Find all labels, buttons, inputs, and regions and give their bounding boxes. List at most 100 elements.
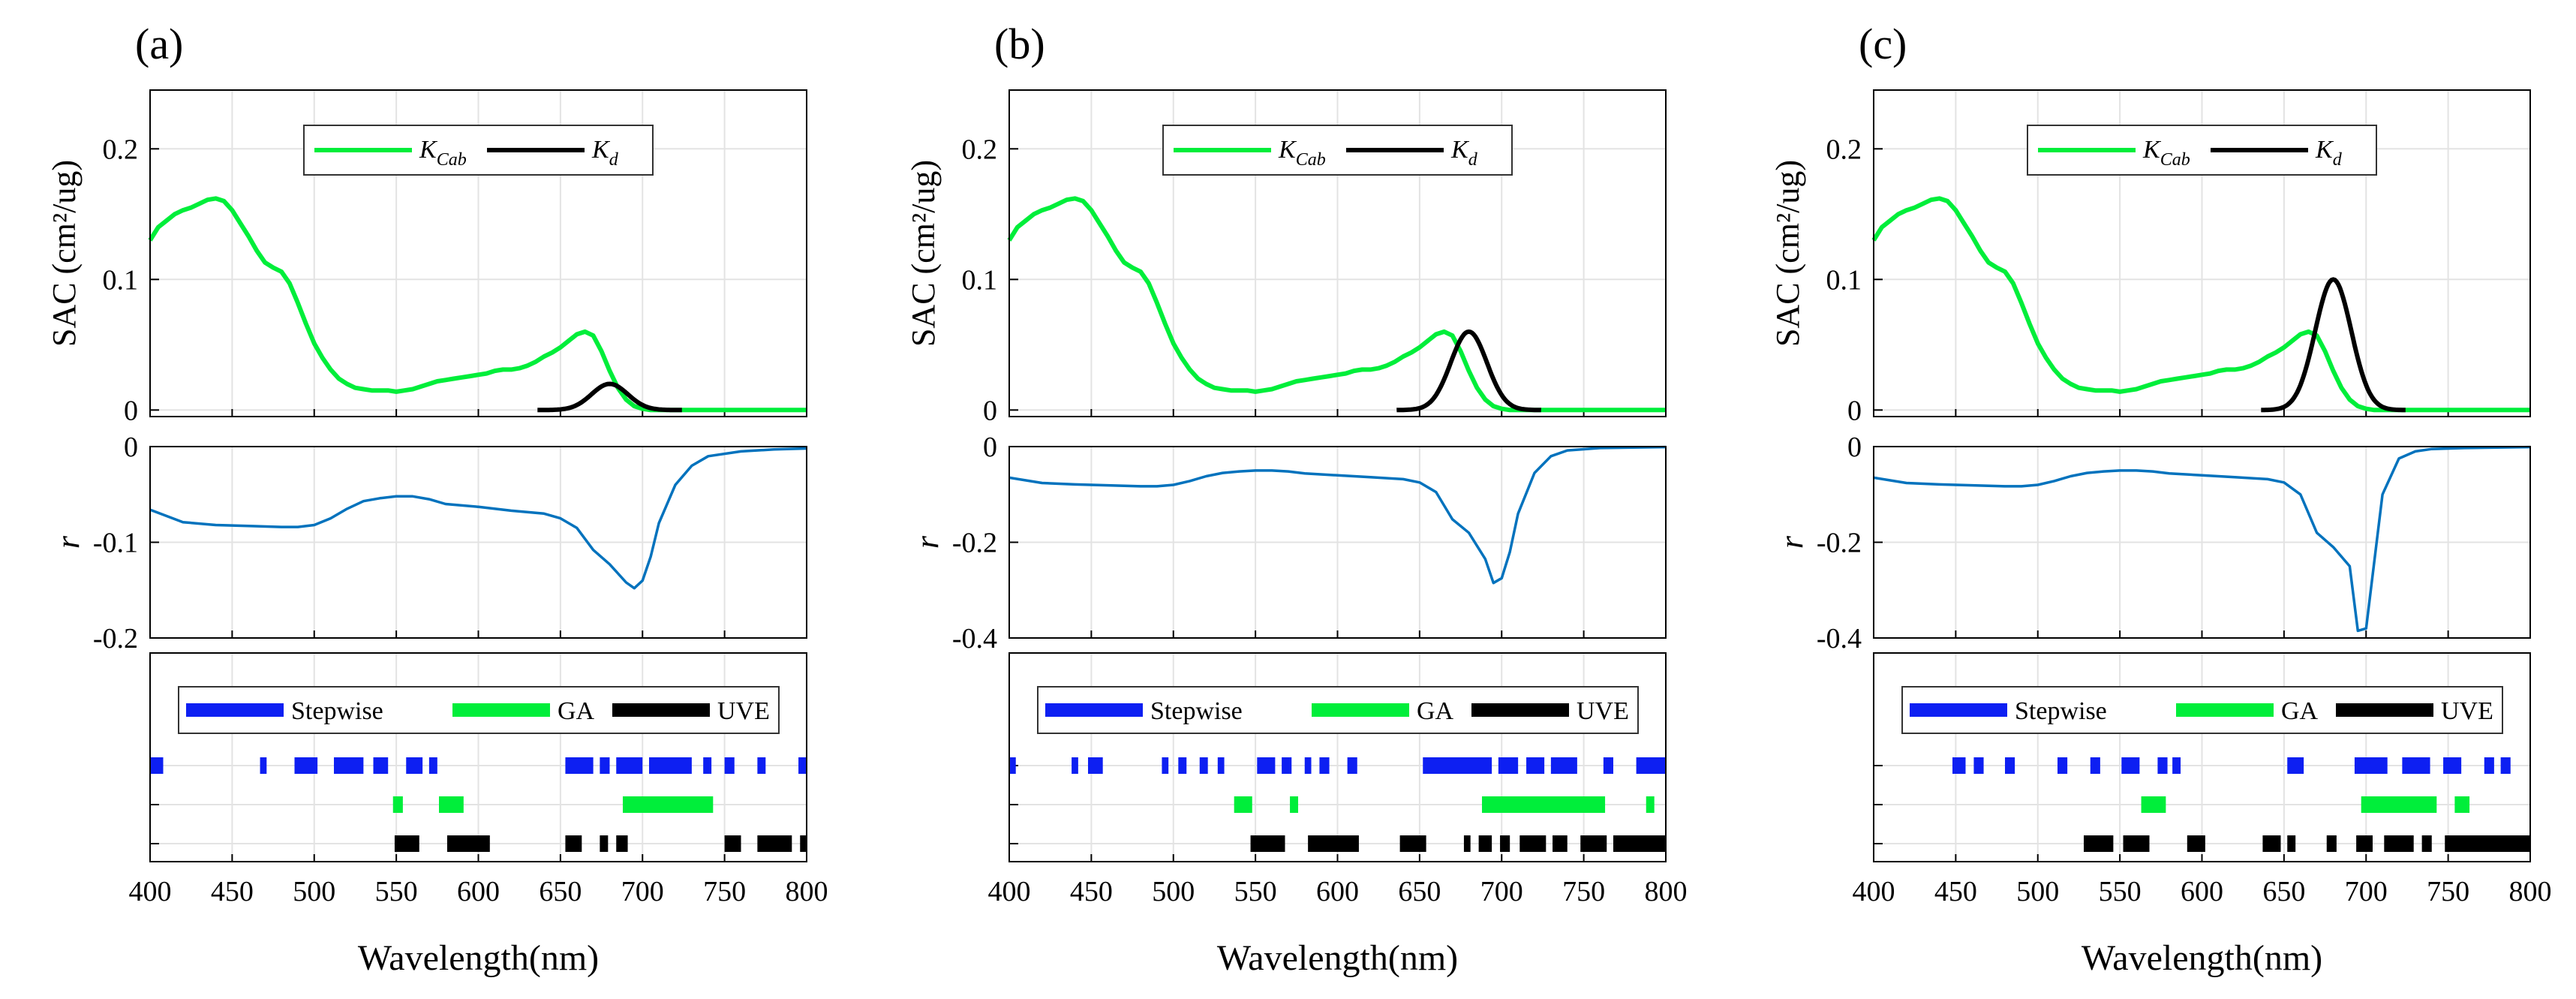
r-axes-frame bbox=[1008, 446, 1667, 639]
stepwise-band bbox=[600, 757, 610, 774]
x-tick-label: 400 bbox=[1853, 876, 1895, 907]
stepwise-band bbox=[565, 757, 594, 774]
sac-legend-sub: Cab bbox=[1296, 150, 1326, 170]
r-ytick-label: -0.4 bbox=[952, 623, 997, 654]
ga-band bbox=[392, 796, 403, 813]
sac-ylabel: SAC (cm²/ug) bbox=[1769, 160, 1806, 347]
r-ytick-label: -0.2 bbox=[952, 528, 997, 559]
panel-label: (b) bbox=[994, 20, 1045, 68]
x-tick-label: 400 bbox=[988, 876, 1031, 907]
ga-band bbox=[439, 796, 464, 813]
stepwise-band bbox=[2402, 757, 2430, 774]
sac-legend-main: K bbox=[419, 136, 438, 164]
stepwise-band bbox=[428, 757, 437, 774]
selection-legend: Stepwise GA UVE bbox=[178, 686, 780, 734]
selection-legend-swatch bbox=[1471, 703, 1569, 717]
sac-ytick-label: 0.2 bbox=[962, 134, 998, 165]
uve-band bbox=[616, 835, 628, 852]
stepwise-band bbox=[1550, 757, 1577, 774]
stepwise-band bbox=[2443, 757, 2462, 774]
x-axis-label: Wavelength(nm) bbox=[1217, 938, 1458, 978]
selection-legend-label: Stepwise bbox=[291, 697, 383, 725]
r-line bbox=[1008, 445, 1667, 585]
stepwise-band bbox=[757, 757, 766, 774]
k-cab-line bbox=[1007, 196, 1666, 413]
x-tick-label: 500 bbox=[1152, 876, 1195, 907]
r-ytick-label: 0 bbox=[983, 432, 997, 463]
stepwise-band bbox=[1973, 757, 1984, 774]
stepwise-band bbox=[150, 757, 164, 774]
sac-legend-label: Kd bbox=[591, 136, 619, 170]
uve-band bbox=[1519, 835, 1547, 852]
x-tick-label: 600 bbox=[2181, 876, 2223, 907]
x-tick-label: 700 bbox=[1480, 876, 1523, 907]
stepwise-band bbox=[2354, 757, 2388, 774]
uve-band bbox=[565, 835, 582, 852]
stepwise-band bbox=[1178, 757, 1187, 774]
k-d-line bbox=[1396, 329, 1542, 413]
stepwise-band bbox=[649, 757, 692, 774]
uve-band bbox=[2445, 835, 2530, 852]
sac-ytick-label: 0.1 bbox=[962, 264, 998, 296]
uve-band bbox=[1478, 835, 1492, 852]
stepwise-band bbox=[798, 757, 807, 774]
x-tick-label: 550 bbox=[2099, 876, 2142, 907]
stepwise-band bbox=[1423, 757, 1492, 774]
selection-legend-swatch bbox=[452, 703, 550, 717]
stepwise-band bbox=[2090, 757, 2100, 774]
sac-ytick-label: 0 bbox=[1847, 395, 1862, 426]
uve-band bbox=[394, 835, 419, 852]
uve-band bbox=[2326, 835, 2337, 852]
sac-ytick-label: 0.1 bbox=[1826, 264, 1862, 296]
x-tick-label: 650 bbox=[2262, 876, 2305, 907]
sac-axes-frame bbox=[1873, 89, 2531, 417]
selection-legend: Stepwise GA UVE bbox=[1037, 686, 1639, 734]
sac-legend: KCab Kd bbox=[303, 125, 654, 176]
uve-band bbox=[724, 835, 741, 852]
r-axes-frame bbox=[149, 446, 807, 639]
x-tick-label: 750 bbox=[703, 876, 746, 907]
r-ytick-label: -0.2 bbox=[1817, 528, 1862, 559]
uve-band bbox=[2421, 835, 2432, 852]
k-cab-line bbox=[1871, 196, 2530, 413]
stepwise-band bbox=[334, 757, 364, 774]
sac-legend: KCab Kd bbox=[1162, 125, 1513, 176]
uve-band bbox=[446, 835, 490, 852]
uve-band bbox=[1553, 835, 1568, 852]
uve-band bbox=[1613, 835, 1666, 852]
sac-axes-frame bbox=[149, 89, 807, 417]
sac-legend-main: K bbox=[1450, 136, 1470, 164]
stepwise-band bbox=[2287, 757, 2304, 774]
stepwise-band bbox=[703, 757, 712, 774]
uve-band bbox=[2356, 835, 2373, 852]
stepwise-band bbox=[1319, 757, 1330, 774]
uve-band bbox=[2187, 835, 2205, 852]
r-ytick-label: -0.4 bbox=[1817, 623, 1862, 654]
x-tick-label: 650 bbox=[539, 876, 582, 907]
selection-legend-swatch bbox=[612, 703, 710, 717]
sac-legend-sub: Cab bbox=[437, 150, 467, 170]
x-tick-label: 600 bbox=[1316, 876, 1359, 907]
r-ylabel: r bbox=[1773, 535, 1810, 549]
stepwise-band bbox=[1088, 757, 1103, 774]
uve-band bbox=[1580, 835, 1607, 852]
x-tick-label: 750 bbox=[2427, 876, 2469, 907]
selection-legend-label: UVE bbox=[2441, 697, 2493, 725]
stepwise-band bbox=[2057, 757, 2068, 774]
r-axes-frame bbox=[1873, 446, 2531, 639]
stepwise-band bbox=[1347, 757, 1357, 774]
r-ylabel: r bbox=[909, 535, 945, 549]
r-ytick-label: 0 bbox=[1847, 432, 1862, 463]
stepwise-band bbox=[1282, 757, 1292, 774]
sac-legend-main: K bbox=[2315, 136, 2334, 164]
x-tick-label: 600 bbox=[457, 876, 500, 907]
ga-band bbox=[1482, 796, 1606, 813]
selection-legend-swatch bbox=[186, 703, 284, 717]
sac-legend-sub: d bbox=[1468, 150, 1478, 170]
stepwise-band bbox=[2500, 757, 2511, 774]
k-cab-line bbox=[148, 196, 807, 413]
stepwise-band bbox=[2005, 757, 2015, 774]
selection-legend-label: Stepwise bbox=[1150, 697, 1243, 725]
